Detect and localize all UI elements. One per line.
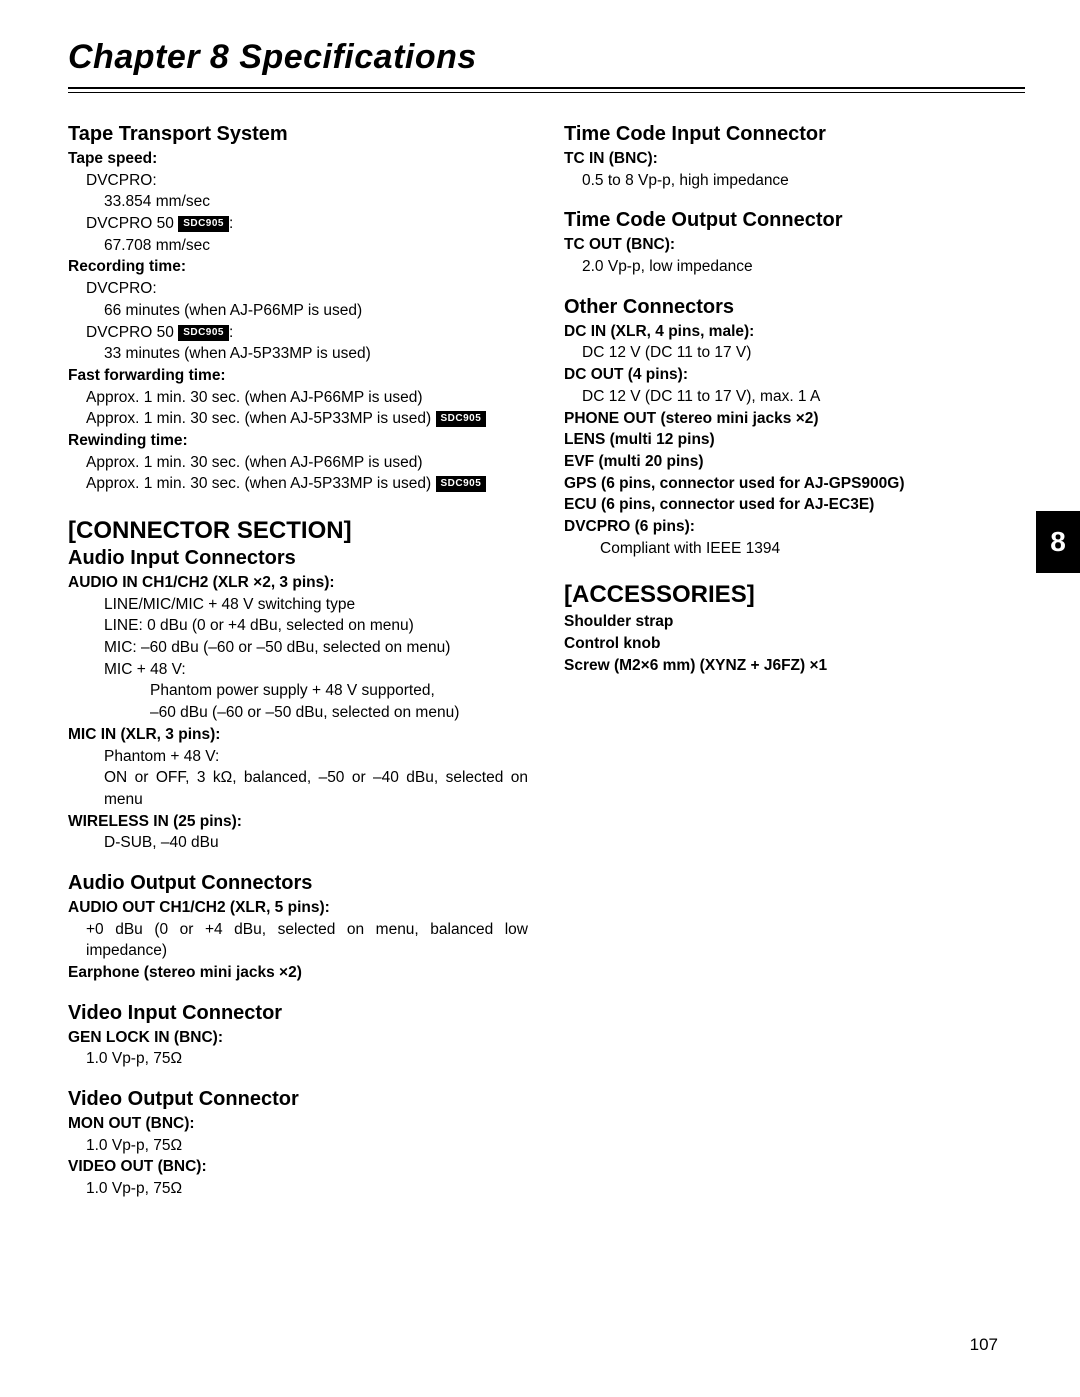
text: Approx. 1 min. 30 sec. (when AJ-P66MP is… — [68, 452, 528, 474]
content-columns: Tape Transport System Tape speed: DVCPRO… — [68, 113, 1025, 1200]
label-dvcpro-conn: DVCPRO (6 pins): — [564, 516, 1024, 538]
text: 66 minutes (when AJ-P66MP is used) — [68, 300, 528, 322]
text: Compliant with IEEE 1394 — [564, 538, 1024, 560]
label-lens: LENS (multi 12 pins) — [564, 429, 1024, 451]
label-ecu: ECU (6 pins, connector used for AJ-EC3E) — [564, 494, 1024, 516]
sdc905-badge: SDC905 — [178, 216, 229, 232]
text: : — [229, 215, 233, 232]
heading-connector-section: [CONNECTOR SECTION] — [68, 517, 528, 545]
label-mon-out: MON OUT (BNC): — [68, 1113, 528, 1135]
label-ff-time: Fast forwarding time: — [68, 365, 528, 387]
double-rule — [68, 87, 1025, 93]
text: +0 dBu (0 or +4 dBu, selected on menu, b… — [68, 919, 528, 962]
label-dc-out: DC OUT (4 pins): — [564, 364, 1024, 386]
text: –60 dBu (–60 or –50 dBu, selected on men… — [68, 702, 528, 724]
text: Approx. 1 min. 30 sec. (when AJ-5P33MP i… — [68, 408, 528, 430]
text: DVCPRO 50 — [86, 215, 174, 232]
label-rec-time: Recording time: — [68, 256, 528, 278]
heading-audio-output: Audio Output Connectors — [68, 872, 528, 895]
label-control-knob: Control knob — [564, 633, 1024, 655]
label-tape-speed: Tape speed: — [68, 148, 528, 170]
label-screw: Screw (M2×6 mm) (XYNZ + J6FZ) ×1 — [564, 655, 1024, 677]
text: DC 12 V (DC 11 to 17 V) — [564, 342, 1024, 364]
heading-audio-input: Audio Input Connectors — [68, 547, 528, 570]
label-tc-out: TC OUT (BNC): — [564, 234, 1024, 256]
left-column: Tape Transport System Tape speed: DVCPRO… — [68, 113, 528, 1200]
label-earphone: Earphone (stereo mini jacks ×2) — [68, 962, 528, 984]
text: Phantom + 48 V: — [68, 746, 528, 768]
label-gps: GPS (6 pins, connector used for AJ-GPS90… — [564, 473, 1024, 495]
heading-other-connectors: Other Connectors — [564, 296, 1024, 319]
text: 1.0 Vp-p, 75Ω — [68, 1048, 528, 1070]
chapter-side-tab: 8 — [1036, 511, 1080, 573]
text: DVCPRO 50 SDC905: — [68, 213, 528, 235]
text: Approx. 1 min. 30 sec. (when AJ-5P33MP i… — [86, 410, 431, 427]
label-dc-in: DC IN (XLR, 4 pins, male): — [564, 321, 1024, 343]
heading-tc-out: Time Code Output Connector — [564, 209, 1024, 232]
label-audio-in-ch12: AUDIO IN CH1/CH2 (XLR ×2, 3 pins): — [68, 572, 528, 594]
text: Approx. 1 min. 30 sec. (when AJ-5P33MP i… — [86, 475, 431, 492]
text: Phantom power supply + 48 V supported, — [68, 680, 528, 702]
text: : — [229, 324, 233, 341]
text: MIC + 48 V: — [68, 659, 528, 681]
text: 1.0 Vp-p, 75Ω — [68, 1135, 528, 1157]
label-evf: EVF (multi 20 pins) — [564, 451, 1024, 473]
text: Approx. 1 min. 30 sec. (when AJ-5P33MP i… — [68, 473, 528, 495]
right-column: Time Code Input Connector TC IN (BNC): 0… — [564, 113, 1024, 1200]
text: 2.0 Vp-p, low impedance — [564, 256, 1024, 278]
label-wireless-in: WIRELESS IN (25 pins): — [68, 811, 528, 833]
sdc905-badge: SDC905 — [436, 411, 487, 427]
text: 1.0 Vp-p, 75Ω — [68, 1178, 528, 1200]
text: 0.5 to 8 Vp-p, high impedance — [564, 170, 1024, 192]
text: 33.854 mm/sec — [68, 191, 528, 213]
heading-video-output: Video Output Connector — [68, 1088, 528, 1111]
text: ON or OFF, 3 kΩ, balanced, –50 or –40 dB… — [68, 767, 528, 810]
text: LINE/MIC/MIC + 48 V switching type — [68, 594, 528, 616]
heading-video-input: Video Input Connector — [68, 1002, 528, 1025]
label-video-out: VIDEO OUT (BNC): — [68, 1156, 528, 1178]
label-shoulder-strap: Shoulder strap — [564, 611, 1024, 633]
text: LINE: 0 dBu (0 or +4 dBu, selected on me… — [68, 615, 528, 637]
sdc905-badge: SDC905 — [436, 476, 487, 492]
text: DC 12 V (DC 11 to 17 V), max. 1 A — [564, 386, 1024, 408]
text: 67.708 mm/sec — [68, 235, 528, 257]
label-mic-in: MIC IN (XLR, 3 pins): — [68, 724, 528, 746]
label-audio-out-ch12: AUDIO OUT CH1/CH2 (XLR, 5 pins): — [68, 897, 528, 919]
sdc905-badge: SDC905 — [178, 325, 229, 341]
heading-tc-in: Time Code Input Connector — [564, 123, 1024, 146]
heading-accessories: [ACCESSORIES] — [564, 581, 1024, 609]
text: Approx. 1 min. 30 sec. (when AJ-P66MP is… — [68, 387, 528, 409]
text: D-SUB, –40 dBu — [68, 832, 528, 854]
text: DVCPRO 50 SDC905: — [68, 322, 528, 344]
page-number: 107 — [970, 1335, 998, 1355]
label-tc-in: TC IN (BNC): — [564, 148, 1024, 170]
text: DVCPRO: — [68, 170, 528, 192]
chapter-title: Chapter 8 Specifications — [68, 38, 1025, 87]
text: DVCPRO 50 — [86, 324, 174, 341]
text: 33 minutes (when AJ-5P33MP is used) — [68, 343, 528, 365]
label-genlock: GEN LOCK IN (BNC): — [68, 1027, 528, 1049]
heading-tape-transport: Tape Transport System — [68, 123, 528, 146]
label-phone-out: PHONE OUT (stereo mini jacks ×2) — [564, 408, 1024, 430]
label-rw-time: Rewinding time: — [68, 430, 528, 452]
text: DVCPRO: — [68, 278, 528, 300]
text: MIC: –60 dBu (–60 or –50 dBu, selected o… — [68, 637, 528, 659]
